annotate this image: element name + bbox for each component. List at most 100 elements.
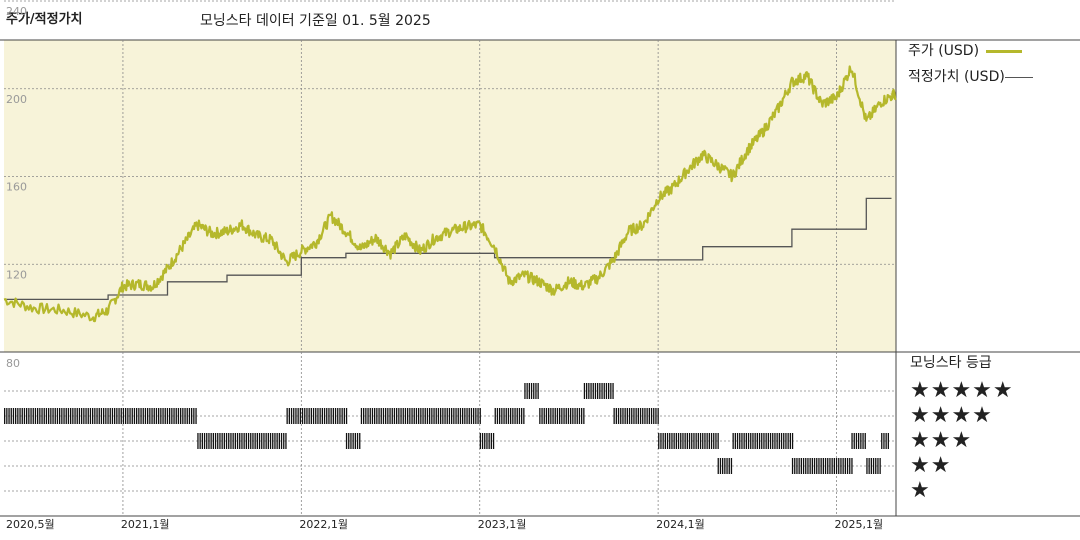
rating-tick [120,408,122,424]
rating-tick [473,408,475,424]
rating-tick [30,408,32,424]
rating-tick [715,433,717,449]
rating-tick [301,408,304,424]
rating-tick [597,383,599,399]
rating-tick [111,408,114,424]
rating-tick [453,408,455,424]
rating-tick [702,433,704,449]
y-tick-label: 120 [6,268,27,281]
rating-2-star: ★★ [910,453,952,478]
rating-tick [833,458,835,474]
rating-tick [787,433,789,449]
rating-tick [887,433,889,449]
rating-tick [184,408,186,424]
rating-segment-3-star [286,408,348,424]
rating-tick [648,408,650,424]
rating-tick [193,408,195,424]
rating-tick [620,408,622,424]
rating-4-star: ★★★★ [910,403,993,428]
rating-tick [52,408,54,424]
rating-tick [433,408,435,424]
rating-tick [492,433,495,449]
rating-tick [339,408,341,424]
rating-tick [481,433,484,449]
rating-tick [276,433,278,449]
rating-tick [147,408,149,424]
rating-tick [34,408,37,424]
rating-tick [23,408,26,424]
rating-tick [100,408,103,424]
rating-tick [315,408,317,424]
rating-tick [565,408,567,424]
rating-tick [451,408,453,424]
rating-segment-1-star [791,458,853,474]
rating-tick [866,458,868,474]
rating-tick [610,383,612,399]
rating-tick [730,458,733,474]
rating-tick [225,433,228,449]
rating-tick [767,433,769,449]
rating-tick [563,408,565,424]
rating-tick [622,408,624,424]
rating-tick [875,458,877,474]
rating-tick [660,433,662,449]
rating-tick [290,408,293,424]
rating-segment-3-star [360,408,481,424]
rating-tick [385,408,387,424]
rating-tick [510,408,512,424]
rating-tick [776,433,778,449]
rating-tick [382,408,385,424]
legend-price-swatch [985,49,1022,53]
rating-tick [496,408,499,424]
rating-tick [247,433,250,449]
rating-tick [811,458,813,474]
rating-tick [50,408,52,424]
rating-tick [180,408,182,424]
rating-tick [17,408,19,424]
rating-tick [92,408,94,424]
rating-tick [374,408,376,424]
rating-tick [221,433,223,449]
rating-plot-area [4,352,896,516]
rating-tick [369,408,371,424]
rating-tick [664,433,666,449]
rating-tick [164,408,166,424]
rating-tick [881,433,883,449]
rating-tick [780,433,783,449]
rating-tick [592,383,594,399]
rating-tick [747,433,750,449]
rating-tick [437,408,440,424]
rating-tick [684,433,686,449]
rating-tick [490,433,492,449]
rating-tick [420,408,422,424]
rating-tick [133,408,136,424]
rating-tick [283,433,285,449]
rating-tick [413,408,415,424]
rating-tick [232,433,234,449]
rating-tick [360,408,363,424]
rating-tick [590,383,592,399]
rating-tick [334,408,337,424]
rating-tick [85,408,87,424]
rating-tick [10,408,12,424]
rating-tick [37,408,39,424]
rating-tick [717,458,719,474]
rating-tick [717,433,719,449]
rating-tick [59,408,61,424]
rating-tick [136,408,138,424]
rating-tick [528,383,530,399]
rating-tick [765,433,767,449]
rating-tick [41,408,43,424]
rating-tick [612,383,614,399]
rating-tick [800,458,802,474]
rating-tick [713,433,715,449]
rating-tick [581,408,583,424]
rating-tick [741,433,743,449]
rating-tick [594,383,597,399]
rating-tick [650,408,653,424]
rating-tick [214,433,217,449]
rating-tick [8,408,10,424]
rating-tick [345,433,348,449]
rating-tick [78,408,81,424]
rating-tick [67,408,70,424]
